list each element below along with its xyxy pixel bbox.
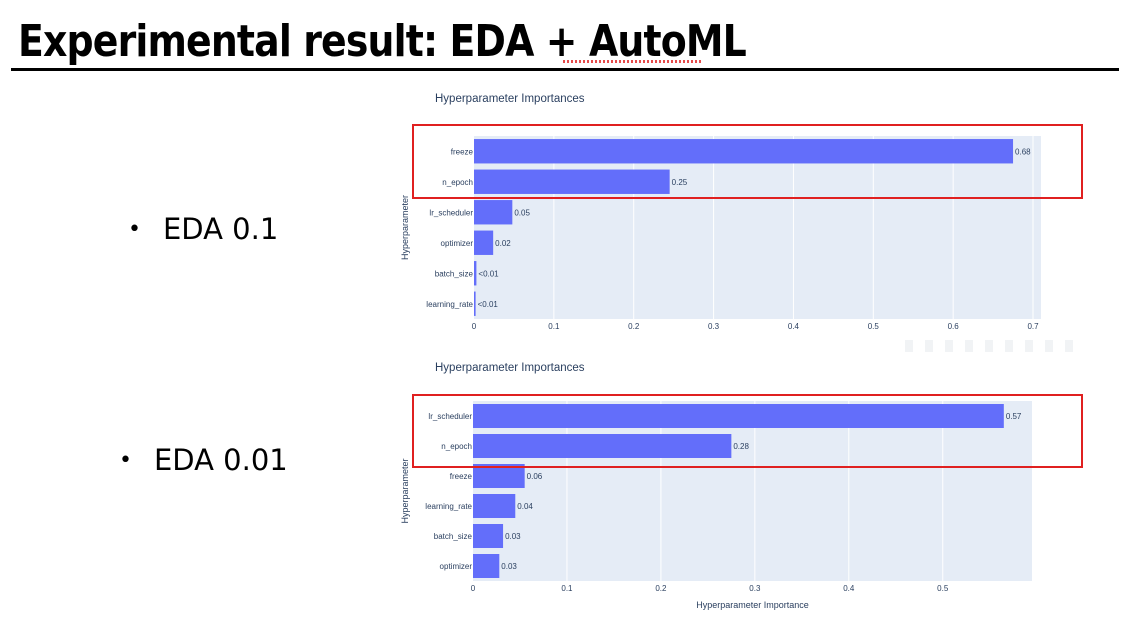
bar-optimizer <box>474 230 494 255</box>
highlight-box-top-two-eda-0-1 <box>412 124 1083 199</box>
bullet-dot-icon: • <box>128 217 141 242</box>
category-label: freeze <box>450 472 473 481</box>
bullet-eda-0-01: • EDA 0.01 <box>119 443 288 477</box>
bar-learning-rate <box>474 291 476 316</box>
x-tick-label: 0.3 <box>749 584 761 593</box>
importance-chart-eda-0-01: Hyperparameter Importances 0 0.1 0.2 0.3 0.4 0… <box>400 362 1032 610</box>
plot-area <box>474 136 1041 319</box>
category-label: learning_rate <box>426 300 473 309</box>
value-label: <0.01 <box>478 269 499 278</box>
plot-area <box>473 401 1032 581</box>
value-label: <0.01 <box>478 300 499 309</box>
bar-batch-size <box>473 524 504 548</box>
plotly-modebar <box>905 340 1085 352</box>
value-label: 0.05 <box>514 208 530 217</box>
value-label: 0.28 <box>733 442 749 451</box>
importance-chart-eda-0-1: Hyperparameter Importances 0 0.1 0.2 0.3 0.4 0… <box>400 93 1041 331</box>
value-label: 0.25 <box>672 178 688 187</box>
x-tick-label: 0.2 <box>655 584 667 593</box>
bullet-text: EDA 0.01 <box>153 443 288 477</box>
bar-lr-scheduler <box>473 404 1004 428</box>
x-axis-label: Hyperparameter Importance <box>696 600 809 610</box>
value-label: 0.06 <box>527 472 543 481</box>
category-label: batch_size <box>435 269 474 278</box>
category-label: n_epoch <box>442 178 473 187</box>
category-label: lr_scheduler <box>428 412 472 421</box>
highlight-box-top-two-eda-0-01 <box>412 394 1083 468</box>
chart-title: Hyperparameter Importances <box>435 362 585 374</box>
title-underline <box>11 68 1119 71</box>
x-tick-label: 0 <box>472 322 477 331</box>
bar-freeze <box>474 139 1014 164</box>
category-label: learning_rate <box>425 502 472 511</box>
x-tick-label: 0.7 <box>1027 322 1039 331</box>
value-label: 0.57 <box>1006 412 1022 421</box>
value-label: 0.03 <box>505 532 521 541</box>
bullet-eda-0-1: • EDA 0.1 <box>128 212 278 246</box>
bullet-text: EDA 0.1 <box>162 212 279 246</box>
bar-optimizer <box>473 554 500 578</box>
bar-n-epoch <box>473 434 732 458</box>
x-tick-label: 0.1 <box>561 584 573 593</box>
value-label: 0.04 <box>517 502 533 511</box>
x-tick-label: 0 <box>471 584 476 593</box>
x-tick-label: 0.4 <box>843 584 855 593</box>
x-tick-label: 0.5 <box>868 322 880 331</box>
category-label: optimizer <box>440 562 473 571</box>
y-axis-label: Hyperparameter <box>400 195 410 260</box>
y-axis-label: Hyperparameter <box>400 458 410 523</box>
bullet-dot-icon: • <box>119 448 132 473</box>
x-tick-label: 0.2 <box>628 322 640 331</box>
x-tick-label: 0.3 <box>708 322 720 331</box>
bar-freeze <box>473 464 525 488</box>
category-label: n_epoch <box>441 442 472 451</box>
x-tick-label: 0.5 <box>937 584 949 593</box>
chart-title: Hyperparameter Importances <box>435 93 585 105</box>
bar-lr-scheduler <box>474 200 513 225</box>
bar-learning-rate <box>473 494 516 518</box>
value-label: 0.68 <box>1015 147 1031 156</box>
category-label: optimizer <box>441 239 474 248</box>
slide-title: Experimental result: EDA + AutoML <box>18 16 747 67</box>
x-tick-label: 0.6 <box>948 322 960 331</box>
bar-batch-size <box>474 261 477 286</box>
value-label: 0.02 <box>495 239 511 248</box>
spellcheck-underline <box>563 60 703 63</box>
value-label: 0.03 <box>501 562 517 571</box>
x-tick-label: 0.4 <box>788 322 800 331</box>
category-label: batch_size <box>434 532 473 541</box>
bar-n-epoch <box>474 169 670 194</box>
x-tick-label: 0.1 <box>548 322 560 331</box>
category-label: freeze <box>451 147 474 156</box>
category-label: lr_scheduler <box>429 208 473 217</box>
